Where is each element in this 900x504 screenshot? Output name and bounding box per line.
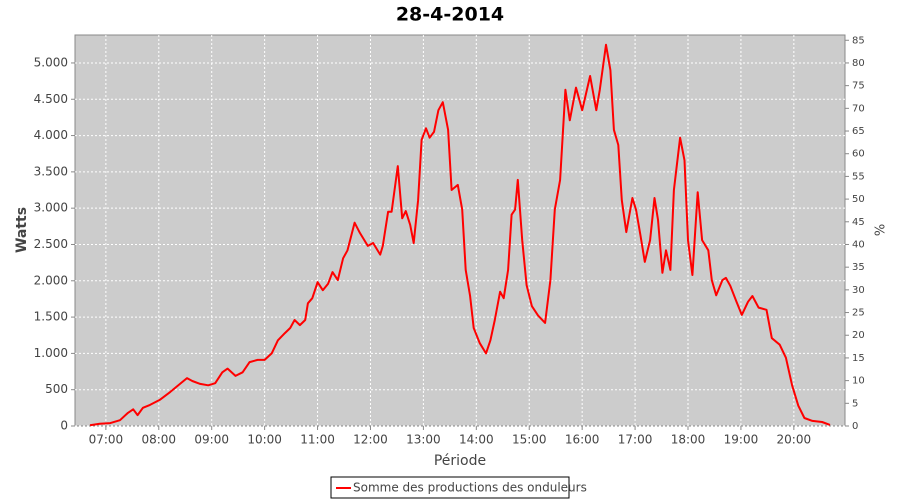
y2-tick-label: 65	[852, 126, 865, 137]
y-tick-label: 2.500	[34, 237, 68, 251]
x-axis-label: Période	[434, 453, 486, 469]
y2-tick-label: 75	[852, 81, 865, 92]
y2-axis-label: %	[874, 224, 889, 236]
x-tick-label: 16:00	[565, 433, 600, 447]
y-tick-label: 4.500	[34, 92, 68, 106]
y-tick-label: 1.000	[34, 346, 68, 360]
y-tick-label: 1.500	[34, 310, 68, 324]
plot-area	[74, 34, 846, 427]
x-tick-label: 10:00	[247, 433, 282, 447]
y-tick-label: 3.000	[34, 201, 68, 215]
x-tick-label: 17:00	[618, 433, 653, 447]
y2-tick-label: 5	[852, 398, 858, 409]
y-tick-label: 3.500	[34, 164, 68, 178]
y-axis-label: Watts	[14, 207, 30, 253]
y-tick-label: 4.000	[34, 128, 68, 142]
y2-tick-label: 55	[852, 171, 865, 182]
x-tick-label: 11:00	[300, 433, 335, 447]
x-tick-label: 14:00	[459, 433, 494, 447]
y2-tick-label: 70	[852, 103, 865, 114]
y2-tick-label: 45	[852, 217, 865, 228]
y-tick-label: 0	[60, 419, 68, 433]
y2-tick-label: 35	[852, 262, 865, 273]
y2-tick-label: 85	[852, 35, 865, 46]
x-tick-label: 13:00	[406, 433, 441, 447]
y2-tick-label: 50	[852, 194, 865, 205]
y2-tick-label: 0	[852, 421, 858, 432]
y2-tick-label: 15	[852, 353, 865, 364]
x-tick-label: 20:00	[777, 433, 812, 447]
legend	[330, 476, 570, 499]
y-tick-label: 2.000	[34, 273, 68, 287]
y2-tick-label: 25	[852, 308, 865, 319]
y-tick-label: 5.000	[34, 55, 68, 69]
x-tick-label: 19:00	[724, 433, 759, 447]
chart-title: 28-4-2014	[396, 4, 504, 26]
x-tick-label: 12:00	[353, 433, 388, 447]
x-tick-label: 08:00	[141, 433, 176, 447]
y2-tick-label: 10	[852, 376, 865, 387]
legend-label: Somme des productions des onduleurs	[353, 481, 587, 495]
y2-tick-label: 30	[852, 285, 865, 296]
x-tick-label: 15:00	[512, 433, 547, 447]
y2-tick-label: 60	[852, 149, 865, 160]
x-tick-label: 07:00	[89, 433, 124, 447]
x-tick-label: 18:00	[671, 433, 706, 447]
data-line	[89, 43, 831, 427]
y2-tick-label: 20	[852, 330, 865, 341]
x-tick-label: 09:00	[194, 433, 229, 447]
y2-tick-label: 40	[852, 239, 865, 250]
y2-tick-label: 80	[852, 58, 865, 69]
y-tick-label: 500	[45, 382, 68, 396]
